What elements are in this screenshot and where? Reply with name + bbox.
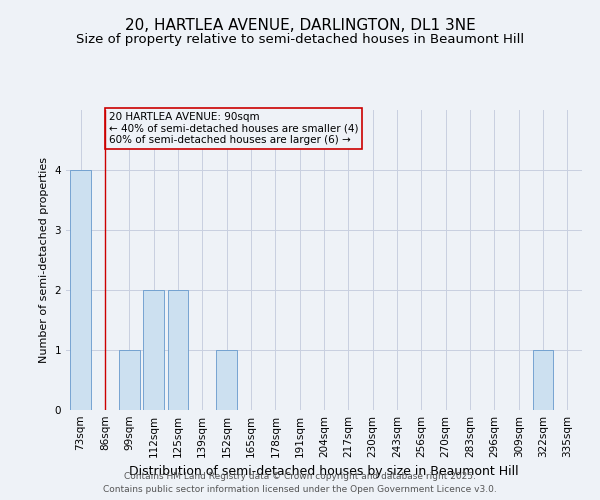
Bar	[533, 350, 553, 410]
Bar	[216, 350, 237, 410]
Text: 20, HARTLEA AVENUE, DARLINGTON, DL1 3NE: 20, HARTLEA AVENUE, DARLINGTON, DL1 3NE	[125, 18, 475, 32]
Bar	[119, 350, 140, 410]
Text: Contains HM Land Registry data © Crown copyright and database right 2025.
Contai: Contains HM Land Registry data © Crown c…	[103, 472, 497, 494]
X-axis label: Distribution of semi-detached houses by size in Beaumont Hill: Distribution of semi-detached houses by …	[129, 466, 519, 478]
Bar	[167, 290, 188, 410]
Text: Size of property relative to semi-detached houses in Beaumont Hill: Size of property relative to semi-detach…	[76, 32, 524, 46]
Bar	[143, 290, 164, 410]
Y-axis label: Number of semi-detached properties: Number of semi-detached properties	[39, 157, 49, 363]
Bar	[70, 170, 91, 410]
Text: 20 HARTLEA AVENUE: 90sqm
← 40% of semi-detached houses are smaller (4)
60% of se: 20 HARTLEA AVENUE: 90sqm ← 40% of semi-d…	[109, 112, 358, 145]
